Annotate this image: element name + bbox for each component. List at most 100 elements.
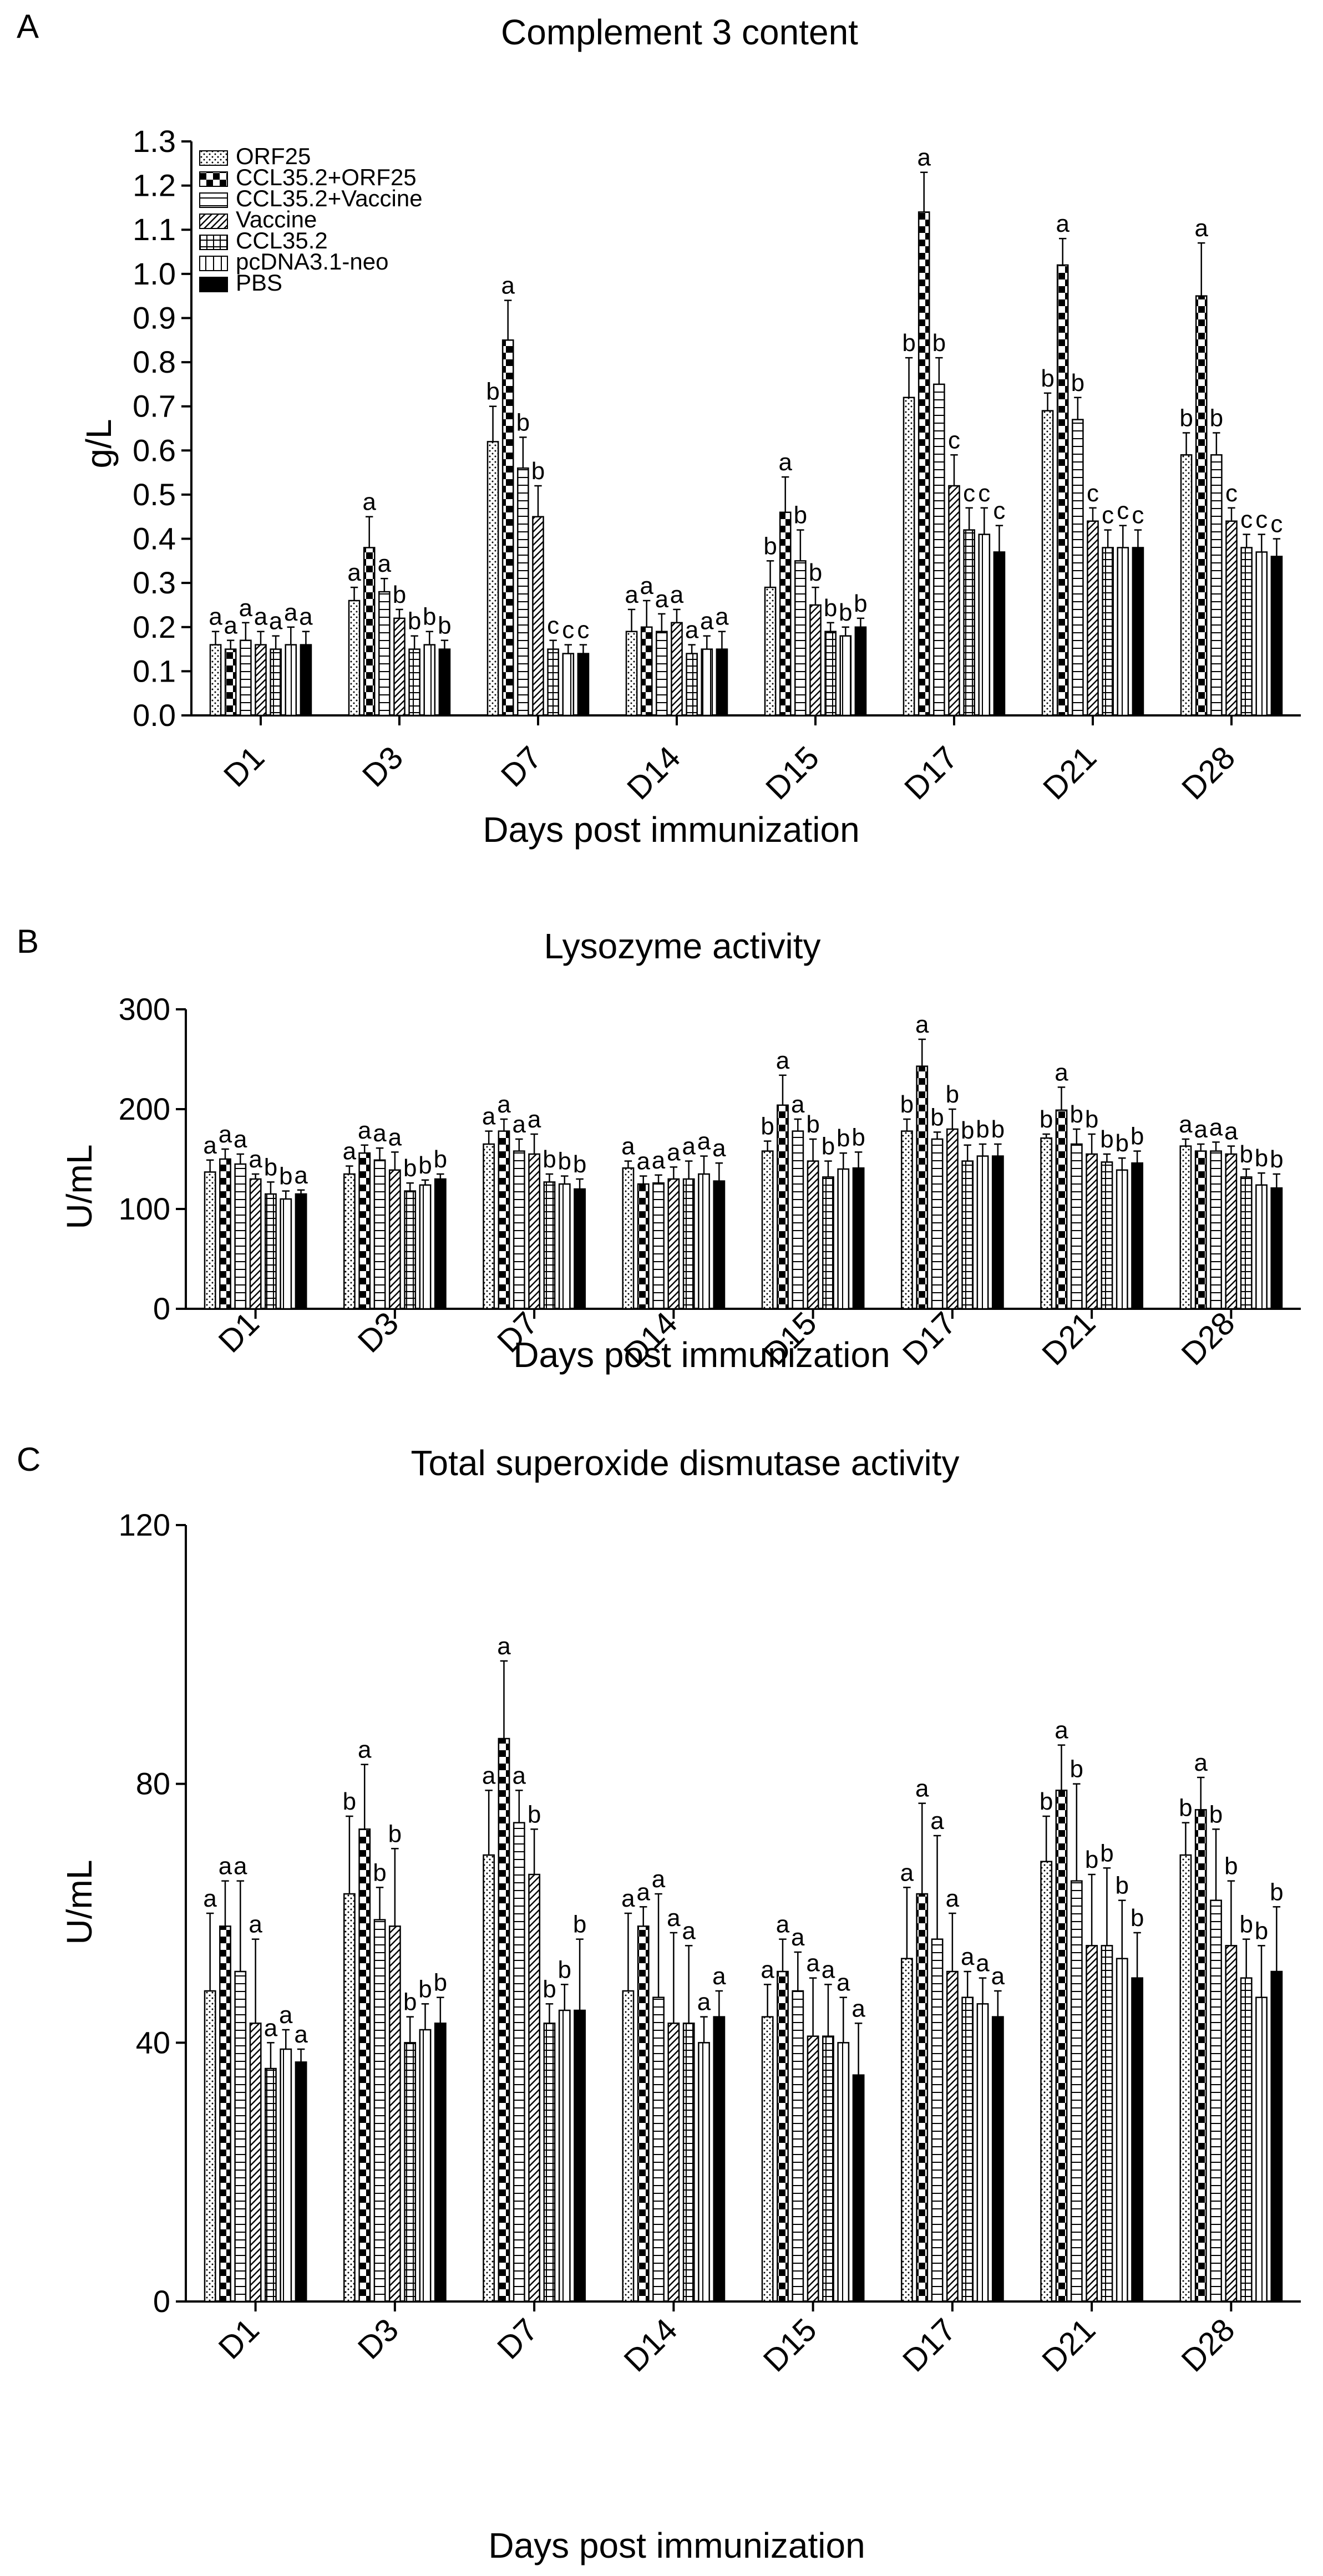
x-tick-label: D28: [1175, 739, 1242, 806]
legend: ORF25CCL35.2+ORF25CCL35.2+VaccineVaccine…: [199, 143, 423, 296]
significance-label: b: [558, 1148, 571, 1175]
bar: [517, 467, 529, 717]
bar: [532, 516, 544, 717]
significance-label: a: [961, 1943, 975, 1970]
bar: [822, 2035, 834, 2303]
significance-label: a: [667, 1904, 681, 1932]
significance-label: c: [1132, 502, 1144, 529]
bar: [348, 599, 361, 717]
bar: [622, 1167, 635, 1310]
significance-label: b: [900, 1091, 914, 1118]
chart-title-a: Complement 3 content: [501, 12, 858, 52]
bar: [1117, 547, 1129, 717]
bar: [1210, 1150, 1222, 1310]
x-tick-label: D3: [351, 1305, 405, 1359]
bar: [1195, 295, 1208, 717]
x-tick-label: D3: [356, 739, 410, 794]
bar: [513, 1150, 525, 1310]
bar: [434, 2023, 447, 2303]
bar: [652, 1182, 665, 1310]
bar: [1225, 1153, 1238, 1310]
bar: [1087, 520, 1099, 717]
significance-label: b: [824, 595, 837, 622]
bar: [265, 2067, 277, 2303]
bar: [667, 1178, 680, 1310]
significance-label: b: [1131, 1904, 1144, 1932]
y-tick-label: 0.8: [133, 344, 176, 379]
significance-label: a: [249, 1146, 262, 1173]
significance-label: a: [915, 1011, 929, 1038]
bar: [777, 1970, 789, 2303]
significance-label: b: [1040, 1106, 1053, 1133]
significance-label: a: [234, 1853, 247, 1880]
significance-label: b: [1255, 1917, 1268, 1944]
bar: [204, 1990, 216, 2303]
significance-label: c: [577, 617, 589, 644]
bar: [961, 1160, 974, 1310]
significance-label: b: [839, 599, 852, 626]
significance-label: b: [1239, 1911, 1253, 1938]
bar: [501, 339, 514, 717]
significance-label: b: [279, 1163, 292, 1190]
bar: [622, 1990, 635, 2303]
bar: [1210, 1899, 1222, 2303]
significance-label: a: [513, 1111, 526, 1138]
significance-label: a: [254, 603, 268, 631]
significance-label: c: [963, 480, 975, 507]
bar: [1240, 1977, 1253, 2303]
significance-label: a: [682, 1917, 696, 1944]
bar: [1116, 1169, 1128, 1310]
significance-label: b: [1070, 1101, 1083, 1128]
significance-label: b: [1179, 1795, 1192, 1822]
significance-label: a: [209, 603, 222, 631]
significance-label: b: [851, 1124, 865, 1151]
bar: [1240, 547, 1253, 717]
significance-label: a: [917, 144, 931, 171]
bar: [1179, 1854, 1192, 2303]
bar: [903, 397, 915, 717]
bar: [419, 1184, 432, 1310]
bar: [1270, 556, 1283, 717]
bar: [852, 1167, 865, 1310]
bar: [1180, 454, 1193, 717]
panel-letter-c: C: [17, 1441, 40, 1478]
significance-label: a: [778, 449, 792, 476]
bar: [438, 648, 451, 717]
bar: [234, 1163, 247, 1310]
bar: [574, 1188, 586, 1310]
significance-label: a: [1055, 1717, 1068, 1744]
bar: [1225, 520, 1238, 717]
bar: [393, 617, 405, 717]
significance-label: a: [761, 1956, 774, 1983]
x-tick-label: D14: [617, 2311, 684, 2379]
bar: [1131, 1977, 1144, 2303]
y-tick-label: 0.4: [133, 521, 176, 556]
significance-label: b: [531, 458, 545, 485]
legend-label: CCL35.2+Vaccine: [236, 185, 423, 211]
legend-swatch: [199, 235, 228, 250]
x-tick-label: D7: [494, 739, 549, 794]
panel-a: A Complement 3 content g/L Days post imm…: [17, 8, 1301, 850]
bar: [713, 2016, 726, 2303]
legend-label: CCL35.2+ORF25: [236, 164, 417, 190]
bar: [219, 1158, 231, 1310]
significance-label: c: [562, 617, 574, 644]
y-tick-label: 80: [136, 1766, 170, 1801]
x-tick-label: D21: [1035, 2311, 1102, 2379]
significance-label: b: [573, 1151, 586, 1178]
bar: [300, 644, 312, 717]
significance-label: b: [1085, 1106, 1098, 1133]
significance-label: a: [655, 586, 669, 613]
bar: [809, 604, 822, 717]
panel-letter-a: A: [17, 8, 39, 45]
significance-label: c: [948, 426, 960, 454]
significance-label: a: [652, 1147, 666, 1174]
bar: [991, 1155, 1004, 1310]
significance-label: b: [408, 608, 421, 635]
significance-label: b: [486, 378, 499, 405]
significance-label: a: [685, 617, 699, 644]
bar: [1255, 1996, 1268, 2303]
legend-label: PBS: [236, 270, 282, 296]
significance-label: a: [791, 1091, 805, 1118]
